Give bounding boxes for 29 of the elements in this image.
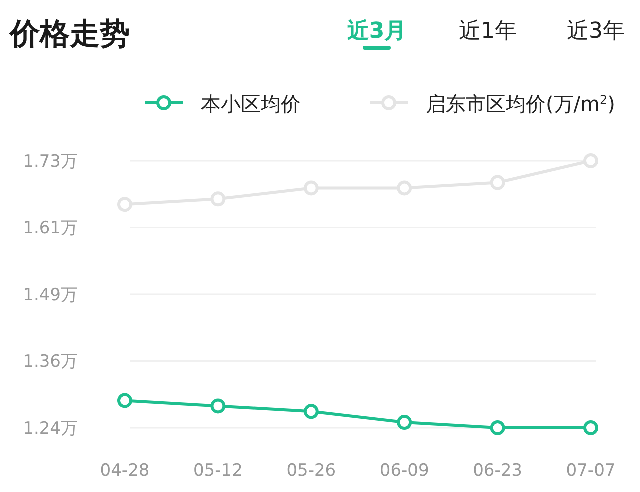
- x-tick-label: 06-09: [380, 461, 430, 481]
- legend-label: 启东市区均价(万/m$^{2}$): [426, 92, 616, 116]
- point: [490, 175, 506, 190]
- x-tick-label: 05-12: [193, 461, 243, 481]
- point: [118, 197, 132, 212]
- chart-title: 价格走势: [8, 17, 130, 52]
- text: 近3月: [346, 19, 407, 44]
- y-tick-label: 1.73万: [23, 152, 78, 172]
- point: [304, 404, 319, 420]
- x-tick-label: 04-28: [100, 461, 150, 481]
- point: [210, 192, 226, 207]
- text: 近3年: [567, 19, 625, 44]
- x-tick-label: 06-23: [473, 461, 523, 481]
- legend-label: 本小区均价: [201, 92, 301, 116]
- point: [584, 420, 598, 436]
- y-tick-label: 1.24万: [23, 418, 78, 439]
- point: [210, 398, 226, 414]
- y-tick-label: 1.49万: [23, 285, 78, 306]
- point: [397, 415, 412, 430]
- point: [118, 393, 132, 408]
- point: [490, 420, 506, 436]
- x-tick-label: 07-07: [566, 461, 616, 481]
- point: [397, 180, 412, 196]
- y-tick-label: 1.61万: [23, 218, 78, 239]
- point: [304, 180, 319, 196]
- x-tick-label: 05-26: [286, 461, 336, 481]
- y-tick-label: 1.36万: [23, 352, 78, 372]
- point: [584, 154, 598, 168]
- text: 近1年: [459, 19, 517, 44]
